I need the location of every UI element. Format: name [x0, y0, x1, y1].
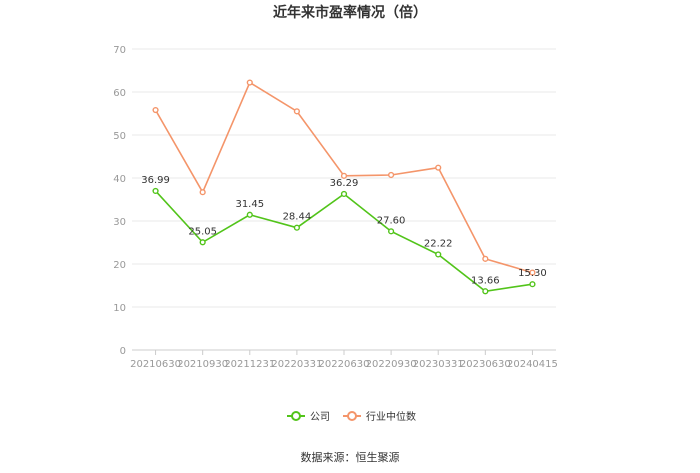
data-label: 13.66 [471, 275, 500, 286]
y-tick-label: 30 [113, 217, 126, 228]
legend-marker-industry-median [347, 411, 357, 421]
y-tick-label: 50 [113, 131, 126, 142]
data-label: 25.05 [188, 226, 217, 237]
data-label: 36.29 [330, 178, 359, 189]
grid-lines [132, 48, 556, 351]
x-tick-label: 20230630 [460, 359, 511, 370]
y-tick-label: 40 [113, 174, 126, 185]
x-tick-label: 20210630 [130, 359, 181, 370]
legend-label-company: 公司 [310, 412, 330, 423]
x-axis-ticks: 2021063020210930202112312022033120220630… [130, 350, 558, 370]
data-point[interactable] [246, 211, 253, 218]
data-point[interactable] [529, 281, 536, 288]
x-tick-label: 20220630 [319, 359, 370, 370]
x-tick-label: 20220930 [366, 359, 417, 370]
data-label: 22.22 [424, 238, 453, 249]
x-tick-label: 20230331 [413, 359, 464, 370]
data-point[interactable] [529, 269, 536, 276]
data-point[interactable] [293, 224, 300, 231]
data-point[interactable] [246, 79, 253, 86]
data-label: 31.45 [235, 199, 264, 210]
data-point[interactable] [152, 106, 159, 114]
data-label: 36.99 [141, 175, 170, 186]
data-point[interactable] [340, 172, 348, 179]
legend-item-company[interactable]: 公司 [287, 411, 330, 423]
x-tick-label: 20210930 [177, 359, 228, 370]
data-point[interactable] [435, 164, 442, 171]
series-points [152, 79, 536, 295]
data-source: 数据来源：恒生聚源 [301, 450, 400, 464]
data-label: 27.60 [377, 215, 406, 226]
data-labels: 36.99 25.05 31.45 28.44 36.29 27.60 22.22 13.66… [141, 175, 547, 286]
x-tick-label: 20240415 [507, 359, 558, 370]
data-point[interactable] [435, 251, 442, 258]
chart-title: 近年来市盈率情况（倍） [273, 4, 427, 21]
data-point[interactable] [199, 189, 206, 196]
y-axis-ticks: 0 10 20 30 40 50 60 70 [113, 45, 126, 357]
data-point[interactable] [482, 288, 489, 295]
y-tick-label: 60 [113, 88, 126, 99]
x-tick-label: 20211231 [224, 359, 275, 370]
data-point[interactable] [388, 171, 395, 179]
y-tick-label: 10 [113, 303, 126, 314]
legend-label-industry-median: 行业中位数 [366, 410, 416, 423]
data-label: 15.30 [518, 268, 547, 279]
data-point[interactable] [388, 228, 395, 235]
legend-item-industry-median[interactable]: 行业中位数 [343, 410, 416, 423]
y-tick-label: 20 [113, 260, 126, 271]
y-tick-label: 70 [113, 45, 126, 56]
x-tick-label: 20220331 [271, 359, 322, 370]
data-point[interactable] [482, 255, 489, 262]
y-tick-label: 0 [120, 346, 126, 357]
data-label: 28.44 [283, 212, 312, 223]
data-point[interactable] [340, 190, 348, 198]
data-point[interactable] [152, 187, 159, 195]
legend-marker-company [291, 411, 301, 421]
data-point[interactable] [199, 239, 206, 246]
legend: 公司 行业中位数 [287, 410, 416, 423]
data-point[interactable] [293, 108, 300, 115]
